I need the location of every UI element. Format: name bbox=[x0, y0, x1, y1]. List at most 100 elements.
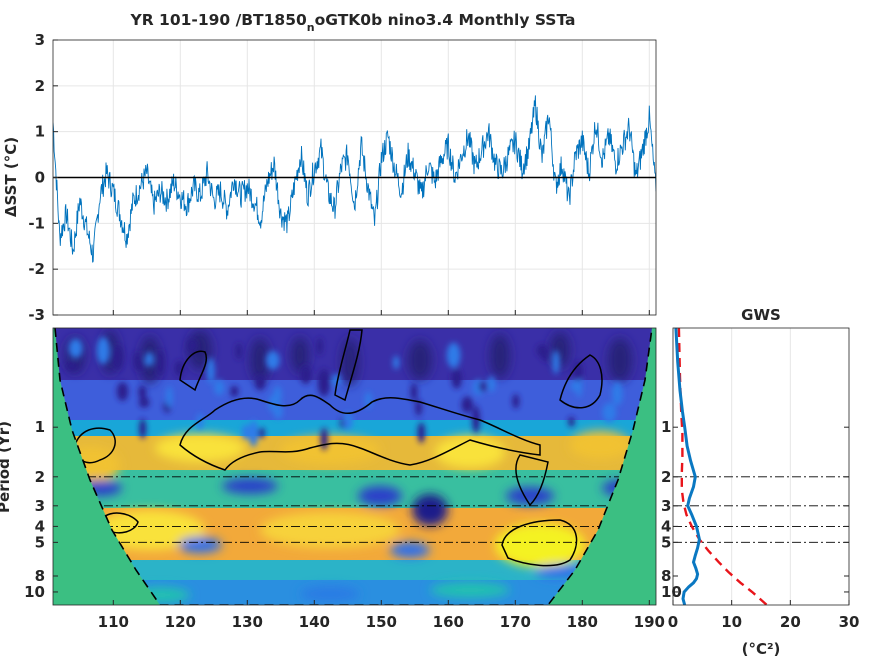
x-tick-label: 120 bbox=[165, 613, 196, 631]
power-blob bbox=[506, 487, 554, 505]
power-spot bbox=[552, 350, 560, 375]
power-spot bbox=[487, 376, 496, 393]
gws-power-curve bbox=[674, 328, 701, 605]
power-spot bbox=[254, 374, 266, 391]
power-blob bbox=[490, 334, 510, 378]
power-blob bbox=[250, 338, 270, 382]
y-tick-label: 8 bbox=[35, 567, 45, 585]
power-blob bbox=[300, 586, 360, 602]
power-spot bbox=[68, 338, 83, 359]
power-spot bbox=[156, 349, 165, 377]
x-tick-label: 160 bbox=[433, 613, 464, 631]
power-spot bbox=[415, 399, 423, 416]
y-tick-label: 5 bbox=[35, 533, 45, 551]
power-spot bbox=[451, 368, 462, 389]
power-spot bbox=[265, 350, 280, 370]
power-spot bbox=[602, 402, 617, 423]
power-spot bbox=[165, 386, 173, 408]
timeseries-ylabel: ΔSST (°C) bbox=[2, 137, 20, 217]
gws-xlabel: (°C²) bbox=[742, 640, 781, 656]
power-spot bbox=[186, 338, 198, 353]
power-band bbox=[53, 380, 656, 420]
figure-title: YR 101-190 /BT1850noGTK0b nino3.4 Monthl… bbox=[129, 11, 575, 34]
y-tick-label: -3 bbox=[28, 306, 45, 324]
power-blob bbox=[155, 434, 245, 462]
power-spot bbox=[512, 394, 520, 409]
power-spot bbox=[573, 361, 583, 381]
cone-of-influence-mask bbox=[53, 328, 656, 605]
y-tick-label: 1 bbox=[35, 123, 45, 141]
power-spot bbox=[138, 385, 147, 399]
power-blob bbox=[222, 478, 278, 494]
cone-of-influence bbox=[54, 328, 653, 605]
reference-period-lines bbox=[53, 476, 656, 543]
power-band bbox=[53, 560, 656, 580]
power-spot bbox=[116, 381, 129, 402]
power-spot bbox=[478, 381, 488, 392]
x-tick-label: 30 bbox=[839, 613, 860, 631]
x-tick-label: 140 bbox=[299, 613, 330, 631]
power-blob bbox=[608, 338, 632, 382]
power-spot bbox=[258, 427, 265, 439]
power-spot bbox=[230, 385, 239, 398]
y-tick-label: 1 bbox=[35, 418, 45, 436]
power-spot bbox=[317, 368, 331, 397]
x-tick-label: 180 bbox=[567, 613, 598, 631]
significance-contour bbox=[515, 454, 549, 507]
y-tick-label: 2 bbox=[35, 77, 45, 95]
power-spot bbox=[273, 403, 283, 420]
y-tick-label: 10 bbox=[24, 583, 45, 601]
significance-contour bbox=[179, 350, 207, 392]
power-spot bbox=[111, 344, 124, 371]
power-spot bbox=[138, 397, 150, 408]
x-tick-label: 150 bbox=[366, 613, 397, 631]
power-spot bbox=[611, 381, 623, 406]
power-spot bbox=[417, 422, 426, 444]
power-blob bbox=[390, 542, 430, 558]
y-tick-label: 1 bbox=[661, 418, 671, 436]
power-blob bbox=[408, 340, 432, 380]
wavelet-panel: 110 120 130 140 150 160 170 180 190 1 2 3 45 810 Peri… bbox=[0, 327, 665, 631]
power-spot bbox=[570, 381, 580, 392]
power-spot bbox=[214, 379, 225, 396]
significance-contour bbox=[559, 354, 603, 409]
power-spot bbox=[135, 358, 146, 372]
y-tick-label: 8 bbox=[661, 567, 671, 585]
gws-title: GWS bbox=[741, 306, 781, 324]
power-spot bbox=[410, 383, 418, 401]
wavelet-axes: 110 120 130 140 150 160 170 180 190 1 2 3 45 810 bbox=[24, 418, 665, 631]
power-spot bbox=[316, 337, 323, 356]
timeseries-axes: -3 -2 -1 0 1 2 3 bbox=[28, 31, 650, 324]
y-tick-label: -1 bbox=[28, 214, 45, 232]
power-spot bbox=[536, 344, 549, 357]
y-tick-label: 3 bbox=[35, 31, 45, 49]
x-tick-label: 170 bbox=[500, 613, 531, 631]
wavelet-power-field bbox=[53, 328, 656, 605]
power-blob bbox=[291, 337, 309, 373]
power-blob bbox=[430, 582, 510, 598]
x-tick-label: 110 bbox=[98, 613, 129, 631]
y-tick-label: -2 bbox=[28, 260, 45, 278]
power-spot bbox=[206, 357, 215, 384]
power-spot bbox=[242, 424, 250, 440]
x-tick-label: 190 bbox=[634, 613, 665, 631]
timeseries-panel: -3 -2 -1 0 1 2 3 ΔSST (°C) bbox=[2, 31, 657, 324]
y-tick-label: 4 bbox=[35, 517, 45, 535]
x-tick-label: 10 bbox=[721, 613, 742, 631]
power-blob bbox=[412, 494, 448, 526]
power-spot bbox=[343, 411, 353, 430]
y-tick-label: 2 bbox=[35, 468, 45, 486]
power-blobs bbox=[60, 330, 638, 603]
power-spot bbox=[300, 364, 312, 385]
power-spot bbox=[144, 352, 154, 367]
y-tick-label: 2 bbox=[661, 468, 671, 486]
significance-contour bbox=[334, 329, 363, 402]
gws-reference-lines bbox=[673, 476, 849, 543]
power-spot bbox=[248, 419, 259, 447]
power-blob bbox=[358, 486, 402, 506]
power-band bbox=[53, 470, 656, 508]
x-tick-label: 130 bbox=[232, 613, 263, 631]
